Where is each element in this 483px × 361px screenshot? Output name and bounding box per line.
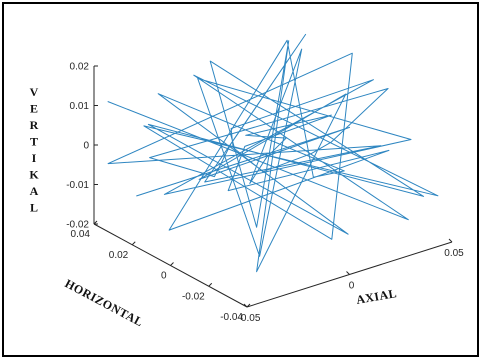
z-tick-label: 0.01: [70, 101, 90, 112]
z-axis-label-letter: I: [32, 151, 37, 165]
plot-3d: 0.020.010-0.01-0.02 0.040.020-0.02-0.04 …: [29, 33, 464, 329]
z-axis-label-letter: V: [30, 85, 39, 99]
y-tick-labels: 0.04 0.02 0 -0.02 -0.04: [71, 220, 251, 323]
y-tick-label: -0.04: [220, 312, 243, 323]
x-tick-labels: -0.05 0 0.05: [238, 238, 464, 324]
series-group: [107, 33, 439, 273]
y-tick-label: 0: [161, 271, 167, 282]
figure-frame: 0.02 0.01 0 -0.01 -0.02 0.04 0.02 0 -0.02 -0.04 …: [2, 2, 479, 357]
y-axis-label: HORIZONTAL: [63, 276, 146, 329]
y-tick-mark: [170, 262, 174, 266]
z-axis-label-letter: L: [30, 201, 38, 215]
y-tick-label: 0.02: [109, 250, 129, 261]
x-tick-mark: [346, 271, 350, 275]
z-axis-label-letter: R: [30, 118, 39, 132]
z-axis-label-letter: E: [30, 102, 38, 116]
z-axis-label-letter: A: [30, 184, 39, 198]
series-line: [107, 33, 439, 273]
x-axis-label: AXIAL: [355, 286, 398, 307]
z-tick-labels: 0.02 0.01 0 -0.01 -0.02: [66, 62, 98, 231]
x-tick-mark: [243, 303, 248, 308]
z-axis-label-letter: K: [29, 168, 39, 182]
z-tick-label: 0.02: [70, 62, 90, 73]
y-tick-mark: [131, 241, 136, 246]
z-axis-label-letter: T: [30, 135, 38, 149]
y-tick-mark: [208, 282, 213, 287]
z-tick-label: -0.01: [66, 180, 89, 191]
y-tick-mark: [246, 303, 251, 308]
z-tick-label: 0: [83, 141, 89, 152]
x-tick-label: -0.05: [238, 313, 261, 324]
y-tick-label: -0.02: [182, 291, 205, 302]
y-tick-mark: [93, 220, 98, 225]
x-tick-mark: [448, 238, 453, 243]
z-tick-label: -0.02: [66, 220, 89, 231]
x-tick-label: 0: [349, 281, 355, 292]
y-tick-label: 0.04: [71, 229, 91, 240]
x-tick-label: 0.05: [444, 248, 464, 259]
